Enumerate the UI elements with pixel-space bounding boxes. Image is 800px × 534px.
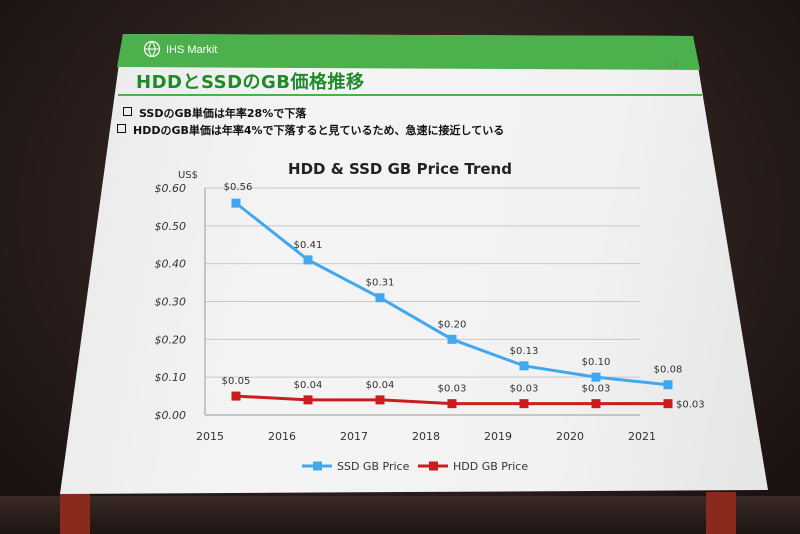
legend-label: HDD GB Price	[453, 460, 528, 473]
grid-layer	[204, 187, 640, 416]
legend-label: SSD GB Price	[337, 460, 410, 473]
chart-title: HDD & SSD GB Price Trend	[288, 160, 512, 178]
y-tick-label: $0.10	[155, 371, 187, 384]
stand-left	[60, 492, 90, 534]
page-number: 13	[668, 61, 679, 70]
slide-title: HDDとSSDのGB価格推移	[136, 72, 365, 93]
data-label: $0.05	[222, 376, 251, 387]
data-point-marker	[519, 399, 529, 409]
data-point-marker	[447, 334, 457, 344]
data-point-marker	[375, 293, 385, 303]
data-point-marker	[231, 391, 241, 401]
x-tick-label: 2021	[628, 430, 656, 443]
data-label: $0.56	[224, 182, 253, 193]
x-tick-labels: 2015 2016 2017 2018 2019 2020 2021	[196, 430, 656, 443]
bullet-item: HDDのGB単価は年率4%で下落すると見ているため、急速に接近している	[117, 122, 504, 138]
x-tick-label: 2016	[268, 430, 296, 443]
checkbox-bullet-icon	[123, 107, 132, 116]
data-point-marker	[447, 399, 457, 409]
bullet-text: SSDのGB単価は年率28%で下落	[139, 107, 307, 120]
x-tick-label: 2019	[484, 430, 512, 443]
data-point-marker	[231, 198, 241, 208]
data-label: $0.03	[438, 384, 467, 395]
title-divider	[118, 94, 702, 96]
data-point-marker	[519, 361, 529, 371]
stand-right	[706, 492, 736, 534]
data-label: $0.03	[676, 400, 705, 411]
bullet-text: HDDのGB単価は年率4%で下落すると見ているため、急速に接近している	[133, 124, 505, 137]
data-point-marker	[303, 395, 313, 405]
legend-swatch-marker	[313, 461, 322, 471]
series-layer: $0.56 $0.41 $0.31 $0.20 $0.13 $0.10 $0.08 $0.05…	[222, 182, 705, 411]
y-tick-label: $0.30	[155, 296, 187, 309]
data-label: $0.10	[582, 357, 611, 368]
data-point-marker	[303, 255, 313, 265]
data-label: $0.04	[294, 380, 323, 391]
data-label: $0.08	[654, 365, 683, 376]
y-tick-label: $0.60	[155, 182, 187, 195]
data-label: $0.03	[510, 384, 539, 395]
data-label: $0.03	[582, 384, 611, 395]
slide-header-bar	[117, 34, 700, 70]
x-tick-label: 2020	[556, 430, 584, 443]
data-point-marker	[375, 395, 385, 405]
x-tick-label: 2017	[340, 430, 368, 443]
brand-name: IHS Markit	[166, 44, 218, 56]
y-tick-label: $0.00	[155, 409, 187, 422]
y-tick-label: $0.50	[155, 220, 187, 233]
data-point-marker	[663, 399, 673, 409]
data-label: $0.31	[366, 278, 395, 289]
data-label: $0.13	[510, 346, 539, 357]
legend-swatch-marker	[429, 461, 438, 471]
x-tick-label: 2018	[412, 430, 440, 443]
checkbox-bullet-icon	[117, 124, 126, 133]
y-tick-label: $0.20	[155, 333, 187, 346]
bullet-item: SSDのGB単価は年率28%で下落	[123, 105, 306, 121]
data-label: $0.04	[366, 380, 395, 391]
ihs-markit-logo-icon	[143, 40, 161, 58]
x-tick-label: 2015	[196, 430, 224, 443]
floor	[0, 496, 800, 534]
data-point-marker	[663, 380, 673, 390]
data-point-marker	[591, 372, 601, 382]
y-tick-labels: $0.00 $0.10 $0.20 $0.30 $0.40 $0.50 $0.60	[155, 182, 187, 422]
data-label: $0.41	[294, 240, 323, 251]
y-axis-unit-label: US$	[178, 170, 198, 181]
legend: SSD GB Price HDD GB Price	[302, 460, 528, 473]
y-tick-label: $0.40	[155, 258, 187, 271]
data-label: $0.20	[438, 319, 467, 330]
data-point-marker	[591, 399, 601, 409]
